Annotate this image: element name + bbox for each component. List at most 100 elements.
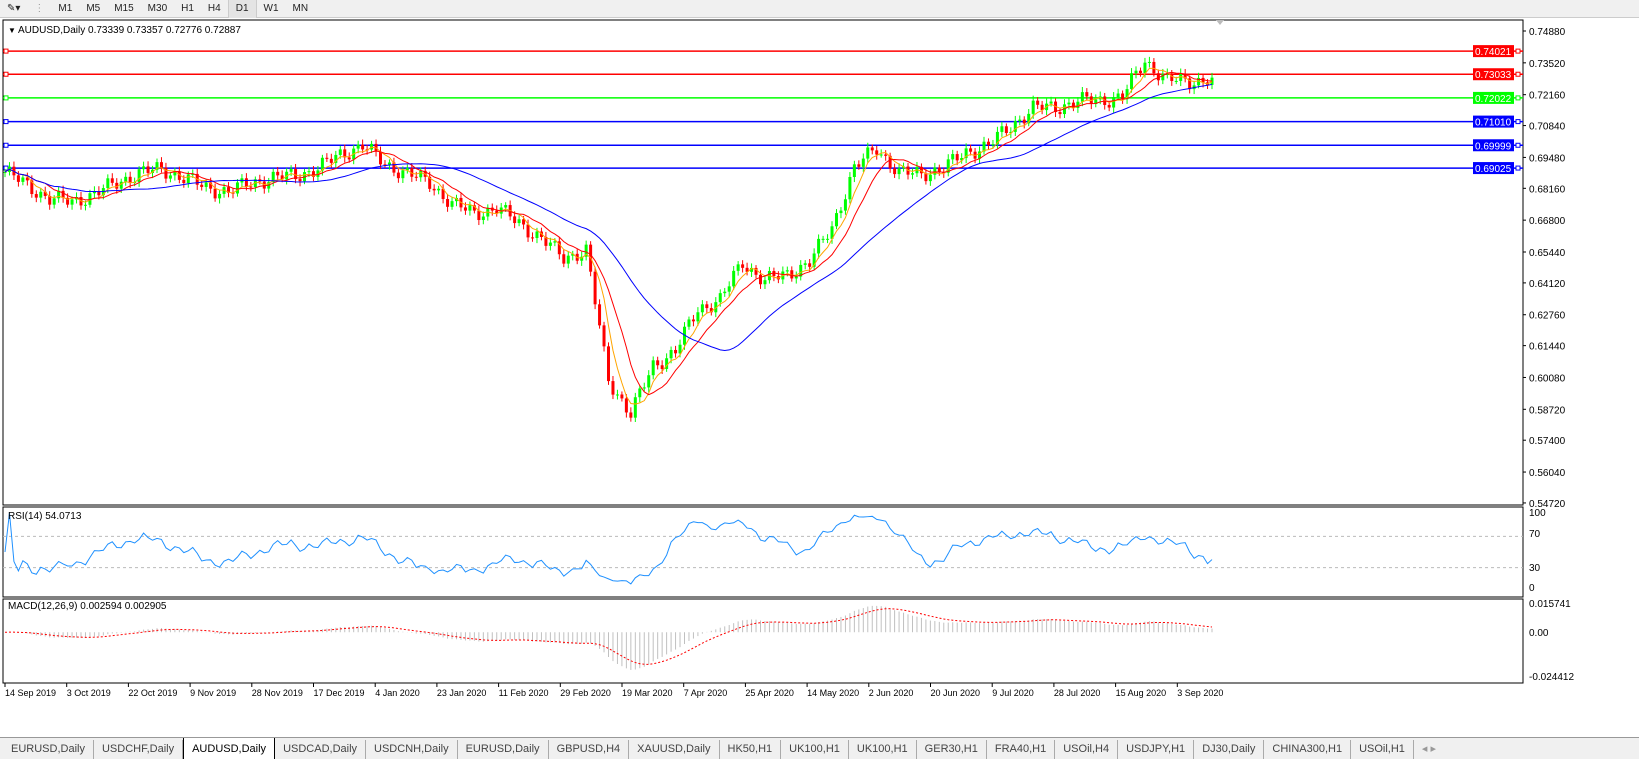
candle-body bbox=[137, 169, 141, 182]
candle-body bbox=[1210, 77, 1214, 85]
candle-body bbox=[244, 178, 248, 187]
drawing-tools-icon[interactable]: ✎▾ bbox=[7, 2, 21, 14]
chart-tab[interactable]: DJ30,Daily bbox=[1194, 740, 1265, 759]
timeframe-H1[interactable]: H1 bbox=[181, 2, 194, 14]
candle-body bbox=[177, 171, 181, 180]
chart-tab[interactable]: EURUSD,Daily bbox=[3, 740, 94, 759]
timeframe-H4[interactable]: H4 bbox=[207, 2, 221, 14]
date-axis-label: 25 Apr 2020 bbox=[745, 688, 794, 698]
chart-tab[interactable]: USOil,H1 bbox=[1351, 740, 1414, 759]
candle-body bbox=[629, 412, 633, 418]
candle-body bbox=[30, 180, 34, 195]
chart-tab[interactable]: AUDUSD,Daily bbox=[183, 738, 276, 759]
candle-body bbox=[656, 360, 660, 366]
candle-body bbox=[124, 176, 128, 182]
candle-body bbox=[875, 150, 879, 155]
macd-panel bbox=[2, 598, 1524, 684]
candle-body bbox=[1201, 77, 1205, 83]
candle-body bbox=[320, 157, 324, 171]
candle-body bbox=[928, 174, 932, 182]
hline-price-label: 0.69999 bbox=[1475, 141, 1512, 152]
candle-body bbox=[1116, 93, 1120, 98]
chart-tab[interactable]: GER30,H1 bbox=[917, 740, 987, 759]
candle-body bbox=[660, 365, 664, 369]
chart-tab[interactable]: HK50,H1 bbox=[720, 740, 782, 759]
timeframe-D1[interactable]: D1 bbox=[227, 0, 257, 18]
chart-tab[interactable]: UK100,H1 bbox=[849, 740, 917, 759]
chart-shift-marker bbox=[1216, 20, 1224, 25]
candle-body bbox=[213, 188, 217, 199]
candle-body bbox=[329, 158, 333, 163]
candle-body bbox=[472, 205, 476, 211]
candle-body bbox=[495, 210, 499, 214]
chart-tab[interactable]: USDCHF,Daily bbox=[94, 740, 184, 759]
date-axis-label: 7 Apr 2020 bbox=[684, 688, 728, 698]
rsi-panel bbox=[2, 506, 1524, 598]
chart-header-text: AUDUSD,Daily 0.73339 0.73357 0.72776 0.7… bbox=[18, 25, 241, 36]
chart-tab[interactable]: EURUSD,Daily bbox=[458, 740, 549, 759]
candle-body bbox=[834, 213, 838, 227]
candle-body bbox=[361, 144, 365, 150]
candle-body bbox=[1022, 119, 1026, 124]
toolbar-grip: ⋮ bbox=[34, 2, 45, 14]
price-axis-label: 0.57400 bbox=[1529, 436, 1566, 447]
candle-body bbox=[432, 188, 436, 191]
chart-tab[interactable]: UK100,H1 bbox=[781, 740, 849, 759]
timeframe-M5[interactable]: M5 bbox=[86, 2, 101, 14]
date-axis-label: 14 Sep 2019 bbox=[5, 688, 56, 698]
chart-tab[interactable]: USDCAD,Daily bbox=[275, 740, 367, 759]
date-axis-label: 3 Oct 2019 bbox=[67, 688, 111, 698]
chart-tab[interactable]: USOil,H4 bbox=[1055, 740, 1119, 759]
candle-body bbox=[732, 270, 736, 287]
candle-body bbox=[477, 210, 481, 221]
candle-body bbox=[951, 154, 955, 160]
timeframe-toolbar: ✎▾ ⋮ M1 M5 M15 M30 H1 H4 D1 W1 MN bbox=[0, 0, 1639, 18]
date-axis-label: 4 Jan 2020 bbox=[375, 688, 420, 698]
timeframe-M1[interactable]: M1 bbox=[58, 2, 73, 14]
timeframe-W1[interactable]: W1 bbox=[263, 2, 279, 14]
hline-handle bbox=[1515, 71, 1521, 77]
candle-body bbox=[1152, 61, 1156, 74]
candle-body bbox=[52, 198, 56, 205]
hline-price-label: 0.74021 bbox=[1475, 47, 1512, 58]
candle-body bbox=[1130, 73, 1134, 90]
candle-body bbox=[817, 238, 821, 254]
date-axis-label: 22 Oct 2019 bbox=[128, 688, 177, 698]
candle-body bbox=[1188, 78, 1192, 90]
candle-body bbox=[562, 254, 566, 264]
price-axis-label: 0.69480 bbox=[1529, 153, 1566, 164]
candle-body bbox=[754, 267, 758, 275]
candle-body bbox=[468, 205, 472, 211]
candle-body bbox=[674, 349, 678, 354]
chart-tab[interactable]: USDJPY,H1 bbox=[1118, 740, 1195, 759]
candle-body bbox=[88, 193, 92, 205]
chart-tab[interactable]: FRA40,H1 bbox=[987, 740, 1056, 759]
candle-body bbox=[1036, 100, 1040, 105]
chart-tab[interactable]: XAUUSD,Daily bbox=[629, 740, 720, 759]
candle-body bbox=[1138, 70, 1142, 74]
chart-area[interactable]: 0.74880 0.73520 0.72160 0.70840 0.69480 0.681… bbox=[0, 18, 1639, 737]
candle-body bbox=[1174, 80, 1178, 82]
chart-tab[interactable]: GBPUSD,H4 bbox=[549, 740, 630, 759]
candle-body bbox=[955, 154, 959, 161]
timeframe-M15[interactable]: M15 bbox=[114, 2, 134, 14]
chart-tab[interactable]: USDCNH,Daily bbox=[366, 740, 458, 759]
candle-body bbox=[678, 344, 682, 354]
candle-body bbox=[830, 226, 834, 239]
candle-body bbox=[83, 204, 87, 206]
timeframe-MN[interactable]: MN bbox=[292, 2, 309, 14]
price-axis-label: 0.60080 bbox=[1529, 373, 1566, 384]
hline-handle bbox=[1515, 119, 1521, 125]
chart-tab[interactable]: CHINA300,H1 bbox=[1264, 740, 1352, 759]
candle-body bbox=[92, 191, 96, 194]
candle-body bbox=[522, 219, 526, 225]
candle-body bbox=[848, 177, 852, 200]
timeframe-M30[interactable]: M30 bbox=[147, 2, 168, 14]
date-axis-label: 19 Mar 2020 bbox=[622, 688, 673, 698]
tab-scroll-arrows[interactable]: ◂ ▸ bbox=[1421, 743, 1437, 755]
candle-body bbox=[580, 256, 584, 261]
candle-body bbox=[843, 199, 847, 211]
candle-body bbox=[43, 191, 47, 196]
candle-body bbox=[566, 255, 570, 264]
hline-price-tag bbox=[1473, 162, 1514, 175]
